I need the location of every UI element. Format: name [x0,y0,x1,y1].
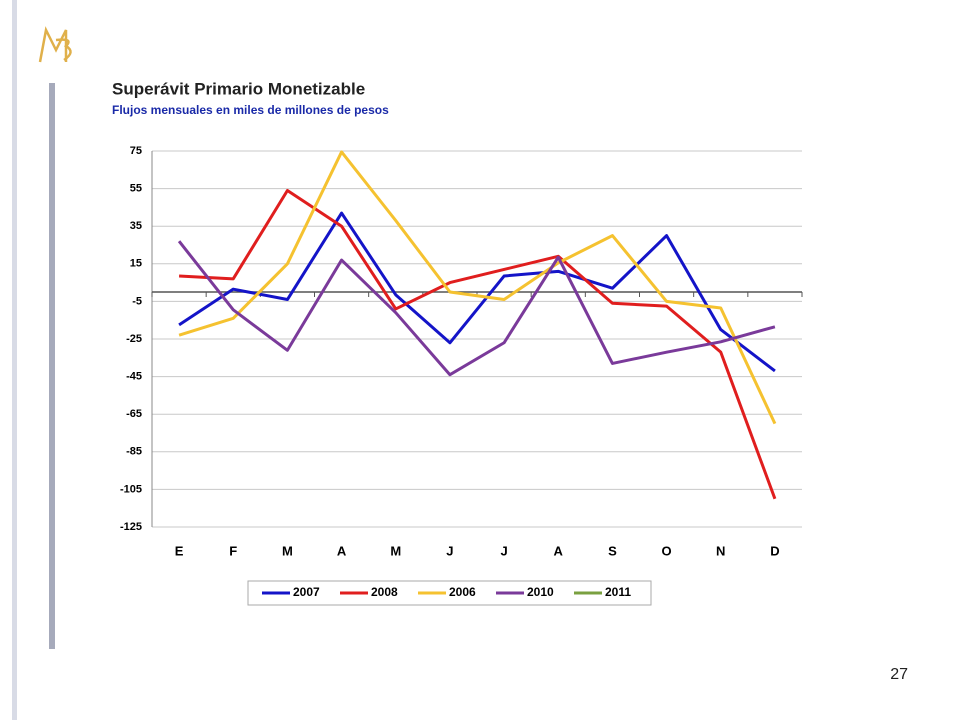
legend-label: 2008 [371,585,398,599]
legend-label: 2011 [605,585,631,599]
x-tick-label: O [662,543,672,558]
data-line [179,188,777,500]
y-tick-label: 75 [130,145,142,157]
x-tick-label: D [770,543,779,558]
side-bar [49,83,55,649]
y-tick-label: -85 [126,446,142,458]
x-tick-label: S [608,543,617,558]
x-tick-label: J [446,543,453,558]
x-tick-label: M [282,543,293,558]
y-tick-label: 55 [130,183,142,195]
data-line [178,150,777,425]
y-tick-label: 35 [130,220,142,232]
y-tick-label: -105 [120,483,142,495]
x-tick-label: F [229,543,237,558]
x-tick-label: J [500,543,507,558]
x-tick-label: E [175,543,184,558]
y-tick-label: -25 [126,333,142,345]
x-tick-label: A [554,543,564,558]
legend-label: 2010 [527,585,554,599]
page-number: 27 [890,666,908,683]
x-tick-label: A [337,543,347,558]
y-tick-label: 15 [130,258,142,270]
y-tick-label: -5 [132,295,142,307]
data-line [177,240,776,377]
legend-label: 2006 [449,585,476,599]
chart-title: Superávit Primario Monetizable [112,79,365,98]
side-bar [12,0,17,720]
data-line [178,211,776,373]
y-tick-label: -45 [126,371,142,383]
logo [38,26,72,63]
chart-subtitle: Flujos mensuales en miles de millones de… [112,103,389,117]
x-tick-label: M [390,543,401,558]
y-tick-label: -125 [120,521,142,533]
x-tick-label: N [716,543,725,558]
y-tick-label: -65 [126,408,142,420]
legend-label: 2007 [293,585,320,599]
